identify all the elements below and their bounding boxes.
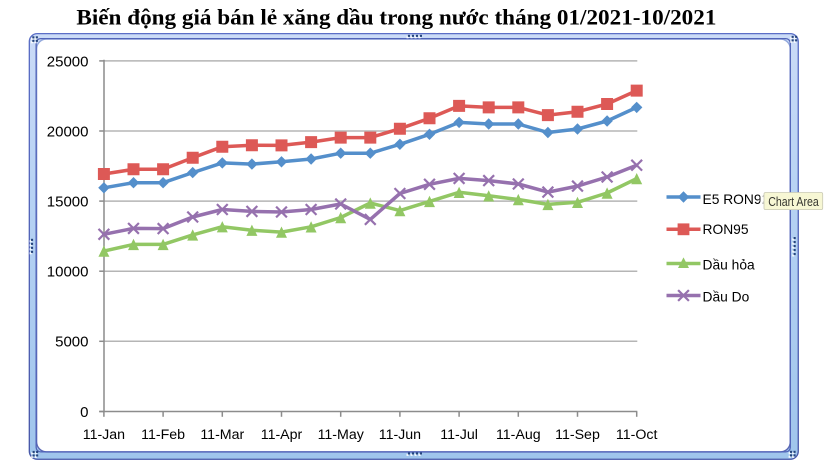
svg-text:11-May: 11-May xyxy=(318,427,365,443)
svg-text:11-Oct: 11-Oct xyxy=(616,427,658,443)
svg-text:11-Jul: 11-Jul xyxy=(440,427,478,443)
svg-text:11-Sep: 11-Sep xyxy=(555,427,600,443)
svg-text:15000: 15000 xyxy=(47,194,89,211)
svg-text:11-Apr: 11-Apr xyxy=(261,427,303,443)
svg-text:Biến động giá bán lẻ xăng dầu: Biến động giá bán lẻ xăng dầu trong nước… xyxy=(76,4,716,29)
svg-text:E5 RON92: E5 RON92 xyxy=(703,192,770,207)
svg-text:5000: 5000 xyxy=(55,334,88,351)
svg-text:11-Jan: 11-Jan xyxy=(83,427,125,443)
svg-text:11-Mar: 11-Mar xyxy=(200,427,244,443)
svg-text:11-Jun: 11-Jun xyxy=(379,427,421,443)
svg-text:Dầu Do: Dầu Do xyxy=(703,289,750,304)
svg-text:20000: 20000 xyxy=(47,123,89,140)
svg-text:0: 0 xyxy=(80,404,88,421)
svg-text:25000: 25000 xyxy=(47,53,89,70)
svg-text:11-Aug: 11-Aug xyxy=(496,427,541,443)
svg-text:Chart Area: Chart Area xyxy=(768,194,819,209)
svg-text:RON95: RON95 xyxy=(703,222,749,237)
svg-text:11-Feb: 11-Feb xyxy=(141,427,185,443)
svg-text:10000: 10000 xyxy=(47,264,89,281)
svg-text:Dầu hỏa: Dầu hỏa xyxy=(703,257,755,272)
